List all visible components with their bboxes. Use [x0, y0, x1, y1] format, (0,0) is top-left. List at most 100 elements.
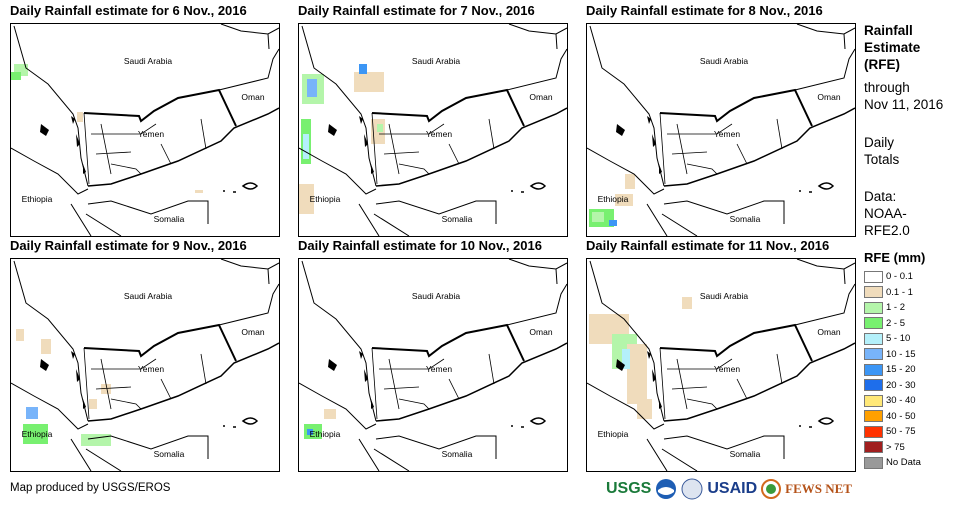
- rainfall-area: [637, 399, 652, 419]
- label-yemen: Yemen: [138, 364, 164, 374]
- rainfall-area: [615, 194, 633, 206]
- rainfall-area: [359, 64, 367, 74]
- label-somalia: Somalia: [730, 214, 761, 224]
- rainfall-area: [682, 297, 692, 309]
- rainfall-area: [627, 344, 647, 404]
- through-label: through: [864, 80, 910, 95]
- legend: 0 - 0.1 0.1 - 1 1 - 2 2 - 5 5 - 10 10 - 15 15 …: [864, 269, 921, 471]
- usaid-seal: [681, 478, 703, 500]
- legend-swatch: [864, 425, 883, 438]
- rainfall-area: [41, 339, 51, 354]
- legend-item: 1 - 2: [864, 300, 921, 316]
- source-label: RFE2.0: [864, 223, 910, 238]
- label-saudi-arabia: Saudi Arabia: [700, 291, 748, 301]
- rainfall-area: [11, 72, 21, 80]
- map-panel: Daily Rainfall estimate for 9 Nov., 2016…: [10, 238, 280, 474]
- label-somalia: Somalia: [442, 449, 473, 459]
- map-panel: Daily Rainfall estimate for 6 Nov., 2016…: [10, 3, 280, 239]
- legend-title: RFE (mm): [864, 250, 926, 265]
- label-oman: Oman: [241, 92, 264, 102]
- label-yemen: Yemen: [714, 129, 740, 139]
- rainfall-area: [89, 399, 97, 409]
- map: Saudi Arabia Oman Yemen Ethiopia Somalia: [298, 258, 568, 472]
- legend-label: 20 - 30: [886, 379, 916, 391]
- totals-label: Totals: [864, 152, 900, 167]
- label-saudi-arabia: Saudi Arabia: [124, 291, 172, 301]
- legend-label: 2 - 5: [886, 317, 906, 329]
- label-saudi-arabia: Saudi Arabia: [124, 56, 172, 66]
- rainfall-area: [622, 349, 630, 369]
- legend-label: 1 - 2: [886, 302, 906, 314]
- label-ethiopia: Ethiopia: [310, 194, 341, 204]
- legend-item: No Data: [864, 455, 921, 471]
- panel-title: Daily Rainfall estimate for 6 Nov., 2016: [10, 3, 247, 18]
- legend-swatch: [864, 363, 883, 376]
- label-saudi-arabia: Saudi Arabia: [412, 291, 460, 301]
- label-somalia: Somalia: [154, 214, 185, 224]
- label-saudi-arabia: Saudi Arabia: [700, 56, 748, 66]
- rainfall-area: [26, 407, 38, 419]
- legend-swatch: [864, 317, 883, 330]
- rainfall-area: [307, 429, 313, 435]
- legend-item: 2 - 5: [864, 316, 921, 332]
- rainfall-area: [609, 220, 617, 226]
- legend-swatch: [864, 301, 883, 314]
- noaa-logo: [656, 479, 677, 499]
- rainfall-area: [303, 134, 309, 159]
- legend-label: 0.1 - 1: [886, 286, 913, 298]
- label-yemen: Yemen: [426, 129, 452, 139]
- legend-swatch: [864, 286, 883, 299]
- through-date: through Nov 11, 2016: [864, 79, 943, 113]
- panel-title: Daily Rainfall estimate for 10 Nov., 201…: [298, 238, 542, 253]
- legend-swatch: [864, 270, 883, 283]
- rainfall-area: [195, 190, 203, 193]
- daily-totals: Daily Totals: [864, 134, 899, 168]
- label-ethiopia: Ethiopia: [598, 194, 629, 204]
- rainfall-area: [299, 184, 314, 214]
- panel-title: Daily Rainfall estimate for 7 Nov., 2016: [298, 3, 535, 18]
- rainfall-area: [354, 72, 384, 92]
- map: Saudi Arabia Oman Yemen Ethiopia Somalia: [586, 258, 856, 472]
- legend-label: 5 - 10: [886, 333, 911, 345]
- rainfall-area: [592, 212, 604, 222]
- map-panel: Daily Rainfall estimate for 10 Nov., 201…: [298, 238, 568, 474]
- credit: Map produced by USGS/EROS: [10, 482, 171, 494]
- rainfall-area: [81, 434, 111, 446]
- label-oman: Oman: [817, 327, 840, 337]
- legend-label: 0 - 0.1: [886, 271, 913, 283]
- title-line: Estimate: [864, 40, 921, 55]
- rainfall-area: [625, 174, 635, 189]
- map: Saudi Arabia Oman Yemen Ethiopia Somalia: [586, 23, 856, 237]
- panel-title: Daily Rainfall estimate for 8 Nov., 2016: [586, 3, 823, 18]
- rainfall-area: [16, 329, 24, 341]
- rainfall-area: [23, 424, 48, 444]
- data-label: Data:: [864, 189, 897, 204]
- legend-swatch: [864, 379, 883, 392]
- legend-item: 0 - 0.1: [864, 269, 921, 285]
- label-oman: Oman: [817, 92, 840, 102]
- legend-swatch: [864, 348, 883, 361]
- title-line: Rainfall: [864, 23, 913, 38]
- label-yemen: Yemen: [426, 364, 452, 374]
- map-panel: Daily Rainfall estimate for 8 Nov., 2016…: [586, 3, 856, 239]
- map-panel: Daily Rainfall estimate for 11 Nov., 201…: [586, 238, 856, 474]
- title-line: (RFE): [864, 57, 900, 72]
- legend-item: 5 - 10: [864, 331, 921, 347]
- rainfall-area: [101, 384, 111, 394]
- legend-swatch: [864, 394, 883, 407]
- map: Saudi Arabia Oman Yemen Ethiopia Somalia: [10, 23, 280, 237]
- label-ethiopia: Ethiopia: [22, 194, 53, 204]
- legend-item: 0.1 - 1: [864, 285, 921, 301]
- usaid-logo: USAID: [707, 480, 757, 498]
- map: Saudi Arabia Oman Yemen Ethiopia Somalia: [10, 258, 280, 472]
- legend-label: No Data: [886, 457, 921, 469]
- source-label: NOAA-: [864, 206, 907, 221]
- map: Saudi Arabia Oman Yemen Ethiopia Somalia: [298, 23, 568, 237]
- legend-label: 10 - 15: [886, 348, 916, 360]
- label-oman: Oman: [529, 92, 552, 102]
- usgs-logo: USGS: [606, 480, 652, 497]
- label-somalia: Somalia: [730, 449, 761, 459]
- label-ethiopia: Ethiopia: [310, 429, 341, 439]
- map-panel: Daily Rainfall estimate for 7 Nov., 2016…: [298, 3, 568, 239]
- rainfall-area: [324, 409, 336, 419]
